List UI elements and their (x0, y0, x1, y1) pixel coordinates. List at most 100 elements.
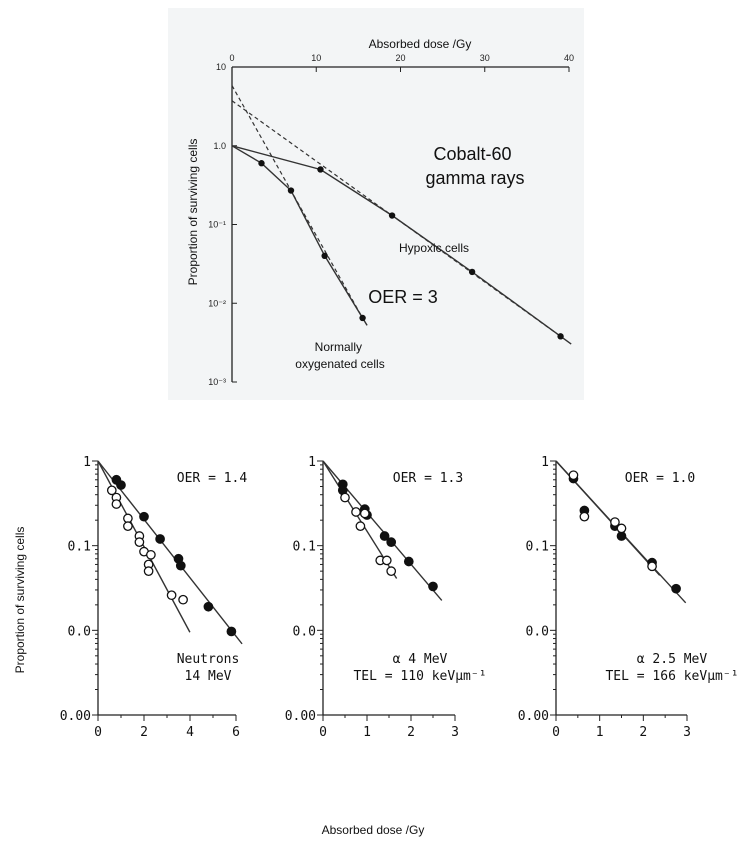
bottom-x-tick-label: 2 (140, 725, 148, 740)
top-data-point (287, 187, 295, 194)
bottom-y-tick-label: 0.00 (285, 709, 316, 724)
data-point-open (340, 492, 350, 503)
top-data-point (359, 314, 366, 322)
radiation-label: α 2.5 MeV (637, 652, 708, 667)
bottom-y-tick-label: 0.0 (526, 624, 549, 639)
top-data-point (388, 212, 396, 219)
top-data-point (317, 166, 324, 173)
series-label-oxygenated: Normally oxygenated cells (295, 340, 384, 371)
data-point-open (647, 561, 657, 572)
data-point-filled (403, 556, 414, 567)
top-x-tick-label: 40 (564, 53, 574, 63)
series-label-hypoxic: Hypoxic cells (399, 241, 469, 255)
data-point-open (386, 566, 397, 577)
data-point-filled (226, 626, 237, 637)
bottom-xlabel: Absorbed dose /Gy (322, 823, 425, 837)
top-y-tick-label: 10 (216, 62, 226, 72)
bottom-y-tick-label: 0.1 (68, 540, 91, 555)
bottom-x-tick-label: 2 (407, 725, 415, 740)
bottom-y-tick-label: 0.1 (293, 540, 316, 555)
bottom-y-tick-label: 1 (308, 455, 316, 470)
bottom-x-tick-label: 6 (232, 725, 240, 740)
top-y-tick-label: 10⁻² (208, 298, 226, 308)
data-point-filled (203, 601, 214, 612)
top-xlabel: Absorbed dose /Gy (369, 37, 472, 51)
data-point-open (579, 511, 590, 522)
bottom-x-tick-label: 3 (451, 725, 459, 740)
bottom-y-tick-label: 0.00 (60, 709, 91, 724)
radiation-label: α 4 MeV (393, 652, 448, 667)
data-point-open (616, 523, 627, 534)
series-label-oxygenated-line1: Normally (315, 340, 362, 354)
top-y-tick-label: 10⁻¹ (208, 220, 226, 230)
data-point-open (134, 537, 145, 548)
top-data-point (557, 333, 564, 340)
radiation-label: TEL = 166 keVμm⁻¹ (605, 669, 738, 684)
oer-annotation: OER = 1.3 (393, 471, 463, 486)
bottom-y-tick-label: 0.00 (518, 709, 549, 724)
bottom-y-tick-label: 1 (83, 455, 91, 470)
bottom-y-tick-label: 0.0 (68, 624, 91, 639)
bottom-chart-1: 1 0.1 0.0 0.000 2 4 6 OER = 1.4 Neutrons 14 MeV (60, 455, 248, 740)
bottom-y-tick-label: 0.1 (526, 540, 549, 555)
data-point-open (610, 517, 620, 527)
data-point-open (359, 508, 370, 519)
top-title: Cobalt-60 gamma rays (425, 144, 524, 188)
data-point-open (568, 470, 579, 481)
data-point-open (351, 507, 361, 517)
oer-annotation: OER = 1.4 (177, 471, 248, 486)
bottom-chart-2: 1 0.1 0.0 0.000 1 2 3 OER = 1.3 α 4 MeV TEL = 110… (285, 455, 487, 740)
fit-line-filled (97, 460, 243, 645)
data-point-filled (671, 583, 681, 594)
bottom-x-tick-label: 0 (319, 725, 327, 740)
bottom-y-tick-label: 0.0 (293, 624, 316, 639)
top-ylabel: Proportion of surviving cells (186, 139, 200, 286)
bottom-x-tick-label: 0 (552, 725, 560, 740)
data-point-open (166, 590, 177, 601)
top-title-line2: gamma rays (425, 168, 524, 188)
bottom-ylabel: Proportion of surviving cells (13, 527, 27, 674)
top-x-tick-label: 30 (480, 53, 490, 63)
data-point-open (381, 555, 392, 566)
oer-annotation: OER = 1.0 (625, 471, 695, 486)
series-label-oxygenated-line2: oxygenated cells (295, 357, 384, 371)
top-x-tick-label: 20 (395, 53, 405, 63)
data-point-filled (386, 537, 397, 548)
data-point-open (178, 594, 188, 605)
radiation-label: Neutrons (177, 652, 240, 667)
top-y-tick-label: 10⁻³ (208, 377, 226, 387)
top-annotation-oer: OER = 3 (368, 287, 438, 307)
data-point-open (146, 549, 156, 560)
data-point-open (355, 521, 366, 532)
data-point-filled (116, 480, 126, 490)
radiation-label: TEL = 110 keVμm⁻¹ (353, 669, 486, 684)
data-point-open (123, 521, 133, 532)
data-point-open (106, 485, 117, 496)
data-point-open (143, 566, 154, 577)
bottom-chart-3: 1 0.1 0.0 0.000 1 2 3 OER = 1.0 α 2.5 MeV TEL = 1… (518, 455, 739, 740)
top-title-line1: Cobalt-60 (433, 144, 511, 164)
top-data-point (468, 268, 476, 276)
top-data-point (258, 160, 265, 167)
data-point-filled (379, 531, 390, 541)
top-y-tick-label: 1.0 (213, 141, 226, 151)
top-data-point (321, 252, 328, 260)
bottom-x-tick-label: 3 (683, 725, 691, 740)
data-point-filled (175, 560, 186, 571)
bottom-y-tick-label: 1 (541, 455, 549, 470)
bottom-x-tick-label: 1 (596, 725, 604, 740)
bottom-x-tick-label: 4 (186, 725, 194, 740)
data-point-filled (428, 581, 438, 592)
data-point-filled (155, 534, 165, 544)
top-x-tick-label: 10 (311, 53, 321, 63)
bottom-x-tick-label: 2 (639, 725, 647, 740)
top-x-tick-label: 0 (229, 53, 234, 63)
data-point-filled (139, 511, 149, 522)
bottom-x-tick-label: 1 (363, 725, 371, 740)
data-point-open (111, 499, 122, 509)
bottom-x-tick-label: 0 (94, 725, 102, 740)
